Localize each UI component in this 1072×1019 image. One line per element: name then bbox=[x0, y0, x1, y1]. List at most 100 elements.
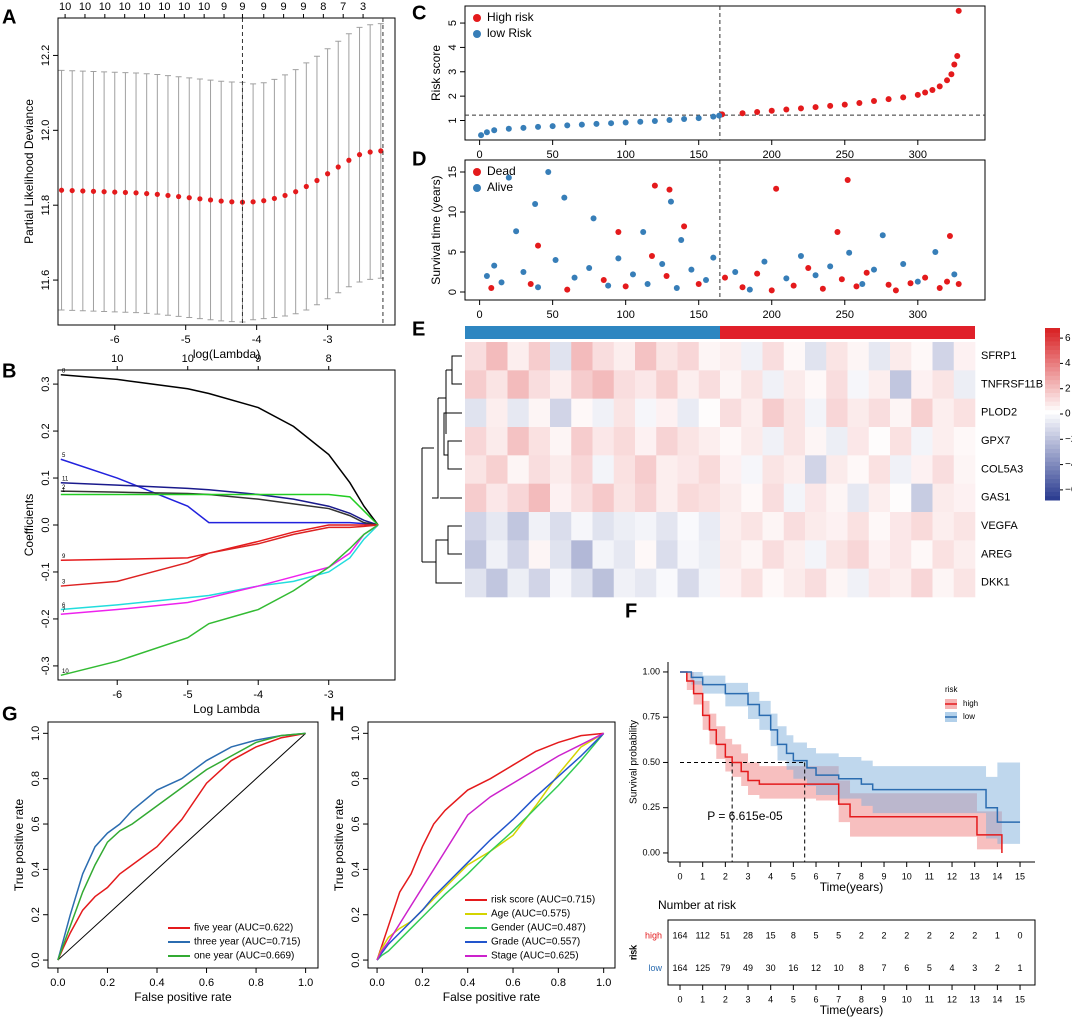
point bbox=[80, 188, 86, 194]
risk-count: 2 bbox=[950, 931, 955, 941]
x-tick-label: 8 bbox=[859, 994, 864, 1004]
heatmap-cell bbox=[465, 455, 487, 484]
heatmap-cell bbox=[571, 427, 593, 456]
heatmap-cell bbox=[635, 540, 657, 569]
point bbox=[561, 194, 568, 201]
series-line bbox=[60, 481, 379, 526]
x-tick-label: 50 bbox=[547, 149, 559, 161]
heatmap-cell bbox=[677, 427, 700, 456]
point bbox=[186, 195, 192, 201]
y-tick-label: 0.6 bbox=[350, 816, 362, 831]
x-tick-label: -4 bbox=[252, 334, 262, 346]
plot-frame bbox=[57, 17, 396, 326]
panel-letter: G bbox=[2, 703, 18, 725]
point bbox=[293, 189, 299, 195]
heatmap-cell bbox=[911, 427, 933, 456]
plot-frame bbox=[464, 5, 986, 141]
row-label: GAS1 bbox=[981, 492, 1010, 504]
risk-count: 2 bbox=[972, 931, 977, 941]
y-tick-label: -0.2 bbox=[40, 609, 52, 628]
y-tick-label: 1 bbox=[447, 117, 459, 123]
y-tick-label: 0.0 bbox=[30, 952, 42, 967]
colorbar-step bbox=[1045, 431, 1060, 436]
point bbox=[520, 124, 527, 131]
x-tick-label: 0 bbox=[477, 149, 483, 161]
heatmap-cell bbox=[465, 512, 487, 541]
x2-tick-label: 9 bbox=[261, 1, 267, 13]
y-tick-label: 10 bbox=[447, 206, 459, 218]
series-line bbox=[376, 732, 605, 961]
point bbox=[773, 185, 780, 192]
point bbox=[552, 257, 559, 263]
heatmap-cell bbox=[847, 370, 870, 399]
point bbox=[644, 281, 651, 287]
point bbox=[853, 283, 860, 290]
heatmap-cell bbox=[698, 455, 721, 484]
risk-count: 5 bbox=[814, 931, 819, 941]
x-tick-label: 5 bbox=[791, 994, 796, 1004]
heatmap-cell bbox=[953, 370, 976, 399]
heatmap-cell bbox=[932, 342, 955, 371]
y-axis-label: risk bbox=[629, 944, 640, 961]
point bbox=[335, 164, 341, 170]
risk-count: 1 bbox=[1018, 963, 1023, 973]
y-tick-label: 0.3 bbox=[40, 376, 52, 391]
heatmap-cell bbox=[911, 370, 933, 399]
x-tick-label: 3 bbox=[746, 871, 751, 881]
heatmap-cell bbox=[805, 512, 827, 541]
series-line bbox=[57, 732, 306, 961]
heatmap-cell bbox=[868, 568, 891, 598]
heatmap-cell bbox=[720, 568, 742, 598]
heatmap-cell bbox=[550, 540, 572, 569]
point bbox=[229, 199, 235, 205]
x-tick-label: 4 bbox=[768, 871, 773, 881]
risk-count: 5 bbox=[836, 931, 841, 941]
heatmap-cell bbox=[826, 427, 848, 456]
heatmap-cell bbox=[868, 512, 891, 541]
point bbox=[834, 229, 841, 235]
point bbox=[303, 183, 309, 190]
risk-count: 112 bbox=[696, 931, 710, 941]
heatmap-cell bbox=[890, 512, 912, 541]
colorbar-step bbox=[1045, 379, 1060, 385]
heatmap-cell bbox=[592, 342, 615, 371]
x-tick-label: 13 bbox=[970, 871, 980, 881]
legend-label: High risk bbox=[487, 10, 535, 24]
colorbar-step bbox=[1045, 457, 1060, 462]
series-label: 2 bbox=[62, 485, 66, 491]
heatmap-cell bbox=[868, 427, 891, 456]
heatmap-cell bbox=[698, 398, 721, 428]
x2-tick-label: 10 bbox=[59, 1, 71, 13]
y-tick-label: 0.75 bbox=[642, 712, 660, 722]
point bbox=[783, 275, 790, 282]
colorbar-step bbox=[1045, 336, 1060, 342]
x2-tick-label: 9 bbox=[300, 1, 306, 13]
x2-tick-label: 10 bbox=[119, 1, 131, 13]
point bbox=[250, 199, 256, 205]
legend-label: high bbox=[963, 699, 978, 708]
row-name: high bbox=[645, 931, 662, 941]
x-axis-label: Time(years) bbox=[820, 880, 884, 894]
y-tick-label: 0.6 bbox=[30, 816, 42, 831]
panel-letter: C bbox=[412, 2, 426, 24]
point bbox=[122, 189, 128, 196]
heatmap-cell bbox=[656, 483, 678, 513]
heatmap-cell bbox=[932, 540, 955, 569]
point bbox=[885, 96, 892, 103]
point bbox=[710, 113, 717, 120]
heatmap-cell bbox=[486, 427, 508, 456]
y-tick-label: 15 bbox=[447, 166, 459, 178]
heatmap-cell bbox=[613, 342, 636, 371]
point bbox=[819, 285, 826, 292]
heatmap-cell bbox=[698, 342, 721, 371]
heatmap-cell bbox=[465, 370, 487, 399]
heatmap-cell bbox=[656, 427, 678, 456]
heatmap-cell bbox=[571, 540, 593, 569]
point bbox=[488, 285, 495, 291]
panel-letter: H bbox=[330, 703, 344, 725]
heatmap-cell bbox=[528, 370, 551, 399]
x-tick-label: 250 bbox=[836, 149, 854, 161]
point bbox=[838, 276, 845, 283]
point bbox=[739, 110, 746, 117]
heatmap-cell bbox=[868, 483, 891, 513]
